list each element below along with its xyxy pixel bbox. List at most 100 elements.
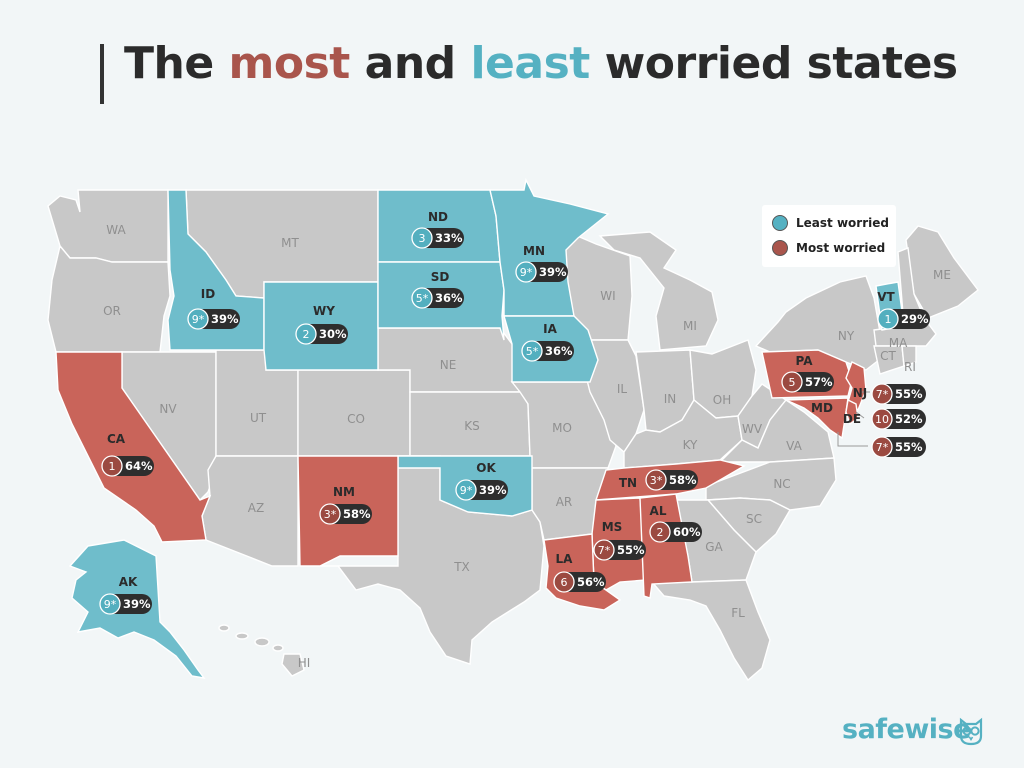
- badge-de-rank: 10: [875, 413, 889, 426]
- label-co: CO: [347, 412, 365, 426]
- badge-wy-pct: 30%: [319, 327, 347, 341]
- badge-ia: 5* 36%: [521, 340, 574, 362]
- label-mo: MO: [552, 421, 572, 435]
- badge-sd: 5* 36%: [411, 287, 464, 309]
- label-in: IN: [664, 392, 677, 406]
- badge-ok-pct: 39%: [479, 483, 507, 497]
- label-ut: UT: [250, 411, 267, 425]
- owl-logo-icon: [959, 717, 983, 746]
- label-wa: WA: [106, 223, 126, 237]
- badge-vt: 1 29%: [877, 308, 930, 330]
- badge-la: 6 56%: [553, 571, 606, 593]
- page-title: The most and least worried states: [124, 38, 958, 89]
- label-ia: IA: [543, 322, 557, 336]
- badge-pa-rank: 5: [789, 376, 796, 389]
- badge-nd-pct: 33%: [435, 231, 463, 245]
- title-most-word: most: [228, 38, 351, 89]
- badge-md: 7* 55%: [871, 436, 926, 458]
- state-mn: [489, 177, 610, 317]
- label-nj: NJ: [853, 386, 868, 400]
- badge-mn: 9* 39%: [515, 261, 568, 283]
- label-mn: MN: [523, 244, 545, 258]
- badge-vt-pct: 29%: [901, 312, 929, 326]
- label-ok: OK: [476, 461, 496, 475]
- badge-de: 10 52%: [871, 408, 926, 430]
- label-ri: RI: [904, 360, 916, 374]
- badge-vt-rank: 1: [885, 313, 892, 326]
- badge-nd-rank: 3: [419, 232, 426, 245]
- badge-al-rank: 2: [657, 526, 664, 539]
- badge-ak-rank: 9*: [104, 598, 117, 611]
- badge-la-pct: 56%: [577, 575, 605, 589]
- state-ri: [901, 345, 917, 367]
- label-pa: PA: [796, 354, 814, 368]
- label-or: OR: [103, 304, 121, 318]
- label-ma: MA: [889, 336, 908, 350]
- badge-mn-rank: 9*: [520, 266, 533, 279]
- state-ca: [55, 351, 212, 543]
- badge-pa: 5 57%: [781, 371, 834, 393]
- label-ny: NY: [838, 329, 855, 343]
- label-wi: WI: [600, 289, 615, 303]
- badge-sd-rank: 5*: [416, 292, 429, 305]
- state-hi: [218, 624, 305, 677]
- badge-nm-pct: 58%: [343, 507, 371, 521]
- badge-ia-pct: 36%: [545, 344, 573, 358]
- badge-nm-rank: 3*: [324, 508, 337, 521]
- state-or: [47, 244, 171, 353]
- map-legend: Least worried Most worried: [762, 205, 896, 267]
- badge-ak-pct: 39%: [123, 597, 151, 611]
- label-mt: MT: [281, 236, 299, 250]
- label-ga: GA: [705, 540, 723, 554]
- state-de: [845, 398, 859, 426]
- label-nv: NV: [159, 402, 177, 416]
- label-sc: SC: [746, 512, 762, 526]
- badge-id: 9* 39%: [187, 308, 240, 330]
- title-accent-bar: [100, 44, 104, 104]
- legend-least-label: Least worried: [796, 216, 889, 230]
- label-ky: KY: [683, 438, 698, 452]
- badge-md-pct: 55%: [895, 440, 923, 454]
- label-la: LA: [556, 552, 574, 566]
- badge-la-rank: 6: [561, 576, 568, 589]
- label-oh: OH: [713, 393, 731, 407]
- title-least-word: least: [470, 38, 590, 89]
- label-mi: MI: [683, 319, 697, 333]
- label-nd: ND: [428, 210, 448, 224]
- label-va: VA: [786, 439, 802, 453]
- label-nc: NC: [773, 477, 790, 491]
- label-sd: SD: [431, 270, 450, 284]
- label-wv: WV: [742, 422, 763, 436]
- badge-nd: 3 33%: [411, 227, 464, 249]
- label-hi: HI: [298, 656, 311, 670]
- badge-nm: 3* 58%: [319, 503, 372, 525]
- label-ca: CA: [107, 432, 126, 446]
- badge-ok: 9* 39%: [455, 479, 508, 501]
- state-al: [639, 493, 693, 599]
- badge-tn: 3* 58%: [645, 469, 698, 491]
- label-ar: AR: [556, 495, 573, 509]
- legend-most-label: Most worried: [796, 241, 886, 255]
- badge-id-pct: 39%: [211, 312, 239, 326]
- label-de: DE: [843, 412, 861, 426]
- label-tn: TN: [619, 476, 637, 490]
- label-al: AL: [650, 504, 667, 518]
- legend-least-swatch: [772, 215, 788, 231]
- badge-tn-pct: 58%: [669, 473, 697, 487]
- badge-sd-pct: 36%: [435, 291, 463, 305]
- legend-most: Most worried: [772, 240, 885, 256]
- state-nd: [377, 189, 501, 263]
- label-nm: NM: [333, 485, 355, 499]
- badge-wy: 2 30%: [295, 323, 348, 345]
- badge-nj-pct: 55%: [895, 387, 923, 401]
- leader-de: [855, 411, 865, 419]
- badge-nj-rank: 7*: [876, 388, 889, 401]
- legend-most-swatch: [772, 240, 788, 256]
- badge-ok-rank: 9*: [460, 484, 473, 497]
- badge-mn-pct: 39%: [539, 265, 567, 279]
- label-wy: WY: [313, 304, 335, 318]
- badge-ms: 7* 55%: [593, 539, 646, 561]
- label-il: IL: [617, 382, 628, 396]
- badge-nj: 7* 55%: [871, 383, 926, 405]
